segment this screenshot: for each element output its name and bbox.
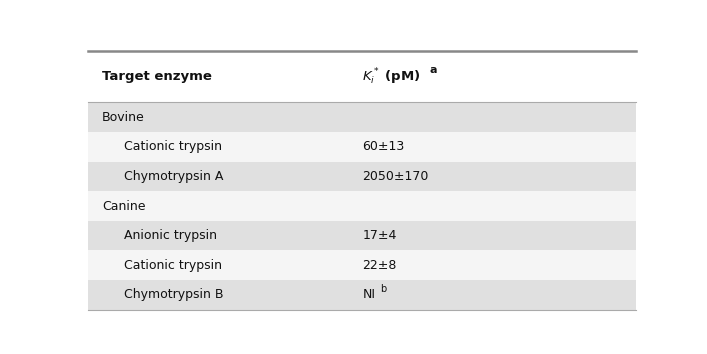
Text: NI: NI [363,288,375,301]
Text: Anionic trypsin: Anionic trypsin [124,229,217,242]
Bar [88,250,636,280]
Bar [88,132,636,162]
Bar [88,102,636,132]
Text: $\mathit{K_i^*}$ (pM): $\mathit{K_i^*}$ (pM) [363,67,421,87]
Text: 2050±170: 2050±170 [363,170,428,183]
Text: 17±4: 17±4 [363,229,397,242]
Text: b: b [380,284,386,294]
Bar [88,280,636,310]
Bar [88,221,636,250]
Bar [88,191,636,221]
Bar [88,51,636,102]
Text: Canine: Canine [102,200,146,212]
Text: Target enzyme: Target enzyme [102,70,212,83]
Text: 60±13: 60±13 [363,140,404,153]
Text: Bovine: Bovine [102,111,145,124]
Text: Cationic trypsin: Cationic trypsin [124,140,222,153]
Text: Cationic trypsin: Cationic trypsin [124,259,222,272]
Bar [88,162,636,191]
Text: a: a [429,65,437,75]
Text: 22±8: 22±8 [363,259,397,272]
Text: Chymotrypsin A: Chymotrypsin A [124,170,223,183]
Text: Chymotrypsin B: Chymotrypsin B [124,288,223,301]
